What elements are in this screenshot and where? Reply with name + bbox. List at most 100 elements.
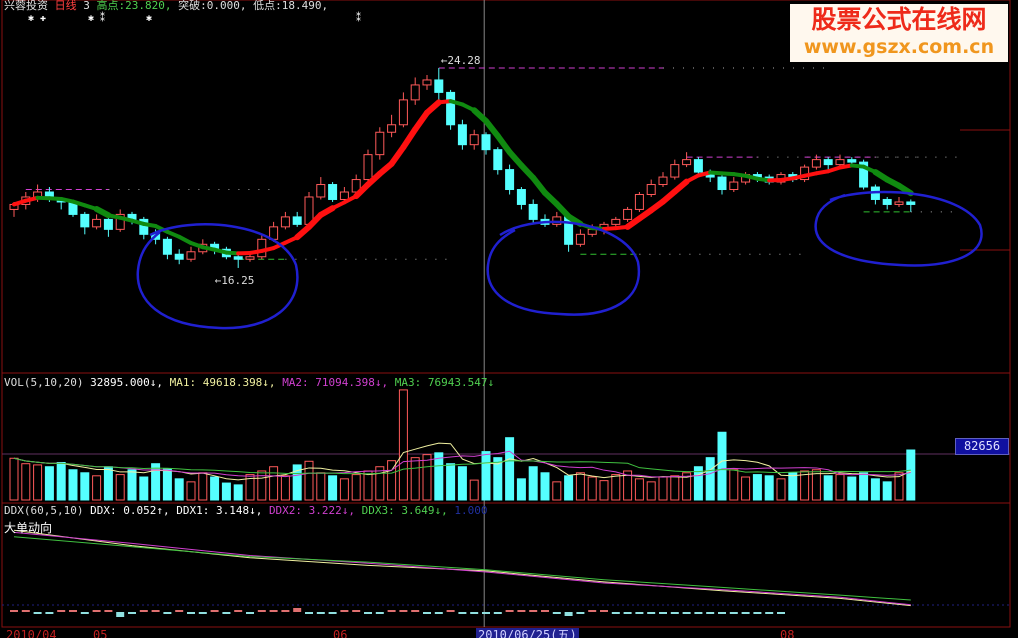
volume-bar bbox=[776, 478, 786, 501]
moving-average-segment bbox=[12, 198, 28, 207]
low-price-label: ←16.25 bbox=[215, 274, 255, 287]
ddx-bar bbox=[139, 610, 148, 612]
moving-average-segment bbox=[177, 234, 193, 246]
ddx-bar bbox=[246, 612, 254, 614]
ddx-bar bbox=[517, 610, 526, 612]
candle-body bbox=[623, 208, 633, 220]
ddx-bar bbox=[611, 612, 620, 614]
moving-average-segment bbox=[130, 218, 146, 226]
volume-bar bbox=[469, 479, 479, 501]
ddx-bar bbox=[257, 610, 266, 612]
ddx-bar bbox=[387, 610, 396, 612]
ddx-extra: 1.000 bbox=[454, 504, 488, 517]
candle-body bbox=[811, 159, 821, 168]
moving-average-segment bbox=[483, 118, 501, 139]
signal-markers: ✱ ✚ ✱ ⁑ ✱ ⁑ bbox=[0, 13, 400, 25]
candle-body bbox=[162, 238, 172, 255]
candle-body bbox=[363, 154, 373, 181]
ddx-bar bbox=[635, 612, 644, 614]
candle-body bbox=[92, 218, 102, 228]
ddx-bar bbox=[10, 610, 18, 612]
candle-body bbox=[387, 124, 397, 133]
volume-bar bbox=[210, 476, 220, 501]
ddx-bar bbox=[399, 610, 408, 612]
watermark-line2: www.gszx.com.cn bbox=[803, 36, 995, 58]
moving-average-segment bbox=[59, 196, 75, 204]
ddx-bar bbox=[222, 612, 231, 614]
moving-average-segment bbox=[743, 173, 760, 181]
volume-axis-label: 82656 bbox=[955, 438, 1009, 455]
candle-body bbox=[835, 159, 845, 166]
volume-bar bbox=[174, 478, 184, 501]
vol-value: 32895.000↓, bbox=[90, 376, 163, 389]
annotation-ellipse bbox=[814, 190, 983, 267]
ddx-bar bbox=[576, 612, 585, 614]
volume-bar bbox=[823, 475, 833, 501]
moving-average-segment bbox=[93, 206, 112, 219]
volume-bar bbox=[634, 478, 644, 501]
volume-bar bbox=[481, 451, 491, 501]
volume-bar bbox=[446, 463, 456, 501]
volume-bar bbox=[528, 466, 538, 501]
volume-bar bbox=[788, 472, 798, 501]
ddx-bar bbox=[364, 612, 372, 614]
annotation-ellipse bbox=[486, 220, 641, 316]
volume-bar bbox=[800, 470, 810, 501]
ddx-bar bbox=[104, 610, 113, 612]
candle-body bbox=[103, 218, 113, 230]
ddx-bar bbox=[411, 610, 420, 612]
volume-bar bbox=[127, 469, 137, 501]
moving-average-segment bbox=[530, 174, 548, 196]
volume-bar bbox=[269, 466, 279, 501]
ddx-bar bbox=[69, 610, 77, 612]
volume-bar bbox=[56, 461, 66, 501]
moving-average-segment bbox=[400, 126, 419, 151]
volume-bar bbox=[859, 472, 869, 501]
volume-bar bbox=[198, 472, 208, 501]
star-icon: ⁑ bbox=[356, 13, 361, 24]
ddx-bar bbox=[187, 612, 195, 614]
ddx-bar bbox=[623, 612, 632, 614]
volume-bar bbox=[68, 469, 78, 501]
candle-body bbox=[328, 184, 338, 200]
candle-body bbox=[115, 213, 125, 230]
volume-bar bbox=[410, 457, 420, 501]
ddx-bar bbox=[741, 612, 750, 614]
volume-bar bbox=[103, 466, 113, 501]
candle-body bbox=[446, 91, 456, 126]
ddx-bar bbox=[45, 612, 54, 614]
ddx-bar bbox=[647, 612, 656, 614]
ddx-bar bbox=[682, 612, 691, 614]
volume-ma-line bbox=[13, 457, 911, 475]
ddx-bar bbox=[33, 612, 42, 614]
candle-body bbox=[516, 189, 526, 205]
ddx-bar bbox=[600, 610, 608, 612]
moving-average-segment bbox=[189, 241, 205, 250]
volume-bar bbox=[351, 474, 361, 501]
candle-body bbox=[481, 134, 491, 151]
volume-bar bbox=[115, 474, 125, 501]
volume-bar bbox=[658, 476, 668, 501]
volume-header: VOL(5,10,20) 32895.000↓, MA1: 49618.398↓… bbox=[4, 377, 494, 389]
candle-body bbox=[410, 84, 420, 101]
star-icon: ✱ ✚ bbox=[28, 13, 47, 24]
ddx-bar bbox=[765, 612, 774, 614]
candle-body bbox=[682, 159, 692, 166]
ddx-bar bbox=[470, 612, 479, 614]
period[interactable]: 日线 bbox=[54, 0, 77, 12]
ddx-bar bbox=[269, 610, 278, 612]
moving-average-segment bbox=[317, 205, 336, 218]
watermark-logo: 股票公式在线网 www.gszx.com.cn bbox=[790, 4, 1008, 62]
volume-bar bbox=[611, 474, 621, 501]
ddx-bar bbox=[163, 612, 172, 614]
moving-average-segment bbox=[212, 247, 229, 255]
low-label: 低点: bbox=[253, 0, 282, 12]
ddx-bar bbox=[316, 612, 325, 614]
ddx-header: DDX(60,5,10) DDX: 0.052↑, DDX1: 3.148↓, … bbox=[4, 505, 488, 517]
volume-bar bbox=[894, 472, 904, 501]
ddx-bar bbox=[198, 612, 207, 614]
ddx-bar bbox=[482, 612, 490, 614]
candle-body bbox=[457, 124, 467, 146]
volume-bar bbox=[434, 452, 444, 501]
